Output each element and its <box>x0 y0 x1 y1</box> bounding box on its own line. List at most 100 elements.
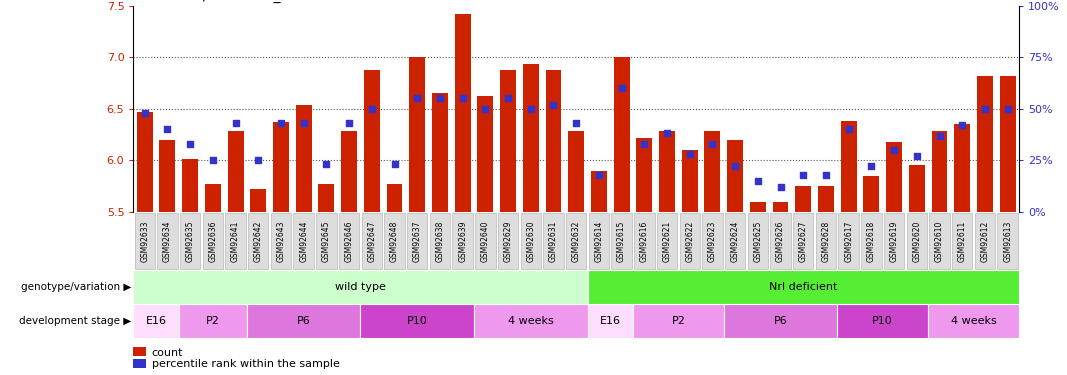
Point <box>590 172 607 178</box>
Text: P2: P2 <box>671 316 685 326</box>
Bar <box>633 304 723 338</box>
Text: GSM92624: GSM92624 <box>731 220 739 262</box>
Point <box>954 122 971 128</box>
Bar <box>477 96 493 212</box>
Text: GSM92632: GSM92632 <box>572 220 580 262</box>
Bar <box>773 202 789 212</box>
FancyBboxPatch shape <box>883 213 905 269</box>
Bar <box>954 124 970 212</box>
Bar <box>432 93 448 212</box>
FancyBboxPatch shape <box>271 213 291 269</box>
Text: GSM92626: GSM92626 <box>776 220 785 262</box>
Point <box>137 110 154 116</box>
FancyBboxPatch shape <box>657 213 678 269</box>
Point <box>658 130 675 136</box>
FancyBboxPatch shape <box>203 213 223 269</box>
Point <box>272 120 289 126</box>
Text: GSM92627: GSM92627 <box>799 220 808 262</box>
Text: GDS1693 / 1459332_at: GDS1693 / 1459332_at <box>133 0 294 3</box>
Bar <box>361 304 474 338</box>
Bar <box>588 304 633 338</box>
Text: development stage ▶: development stage ▶ <box>19 316 131 326</box>
Text: GSM92615: GSM92615 <box>617 220 626 262</box>
Text: GSM92630: GSM92630 <box>526 220 536 262</box>
Text: genotype/variation ▶: genotype/variation ▶ <box>21 282 131 292</box>
Text: GSM92637: GSM92637 <box>413 220 421 262</box>
Bar <box>251 189 267 212</box>
Point <box>727 164 744 170</box>
Text: GSM92642: GSM92642 <box>254 220 262 262</box>
Point <box>773 184 790 190</box>
Bar <box>887 142 902 212</box>
FancyBboxPatch shape <box>611 213 632 269</box>
Bar <box>318 184 334 212</box>
Text: E16: E16 <box>145 316 166 326</box>
Point <box>250 157 267 163</box>
Bar <box>591 171 607 212</box>
Point <box>749 178 766 184</box>
Point <box>704 141 721 147</box>
FancyBboxPatch shape <box>793 213 813 269</box>
Point <box>431 95 448 101</box>
Bar <box>159 140 175 212</box>
Point <box>545 102 562 108</box>
Point <box>409 95 426 101</box>
Bar <box>182 159 198 212</box>
Bar <box>704 131 720 212</box>
Bar <box>133 304 179 338</box>
Point <box>386 161 403 167</box>
FancyBboxPatch shape <box>929 213 950 269</box>
Bar <box>545 70 561 212</box>
Text: GSM92618: GSM92618 <box>866 220 876 262</box>
Text: GSM92611: GSM92611 <box>958 220 967 262</box>
Bar <box>818 186 834 212</box>
Bar <box>1000 76 1016 212</box>
Bar <box>750 202 766 212</box>
FancyBboxPatch shape <box>634 213 654 269</box>
Point <box>840 126 857 132</box>
FancyBboxPatch shape <box>452 213 473 269</box>
Bar <box>500 70 516 212</box>
Text: GSM92629: GSM92629 <box>504 220 512 262</box>
Text: GSM92643: GSM92643 <box>276 220 286 262</box>
Text: GSM92614: GSM92614 <box>594 220 603 262</box>
Point <box>931 132 949 138</box>
Text: GSM92620: GSM92620 <box>912 220 921 262</box>
FancyBboxPatch shape <box>134 213 155 269</box>
Point <box>318 161 335 167</box>
Text: GSM92628: GSM92628 <box>822 220 830 262</box>
Text: GSM92633: GSM92633 <box>140 220 149 262</box>
Point <box>863 164 880 170</box>
Text: GSM92636: GSM92636 <box>208 220 218 262</box>
FancyBboxPatch shape <box>907 213 927 269</box>
FancyBboxPatch shape <box>225 213 245 269</box>
FancyBboxPatch shape <box>702 213 722 269</box>
Text: GSM92635: GSM92635 <box>186 220 194 262</box>
Bar <box>682 150 698 212</box>
Point <box>455 95 472 101</box>
FancyBboxPatch shape <box>430 213 450 269</box>
Text: P6: P6 <box>774 316 787 326</box>
Point <box>522 106 539 112</box>
Bar <box>636 138 652 212</box>
Point <box>976 106 993 112</box>
Text: GSM92641: GSM92641 <box>232 220 240 262</box>
Text: GSM92612: GSM92612 <box>981 220 989 262</box>
FancyBboxPatch shape <box>498 213 519 269</box>
Bar <box>795 186 811 212</box>
Bar <box>364 70 380 212</box>
Text: GSM92616: GSM92616 <box>640 220 649 262</box>
Text: GSM92613: GSM92613 <box>1003 220 1013 262</box>
Bar <box>588 270 1019 304</box>
Text: GSM92621: GSM92621 <box>663 220 671 262</box>
FancyBboxPatch shape <box>680 213 700 269</box>
Bar <box>841 121 857 212</box>
Bar <box>723 304 838 338</box>
Point <box>795 172 812 178</box>
FancyBboxPatch shape <box>248 213 269 269</box>
Bar <box>133 270 588 304</box>
Text: P10: P10 <box>407 316 428 326</box>
FancyBboxPatch shape <box>839 213 859 269</box>
Bar <box>227 131 243 212</box>
FancyBboxPatch shape <box>816 213 837 269</box>
